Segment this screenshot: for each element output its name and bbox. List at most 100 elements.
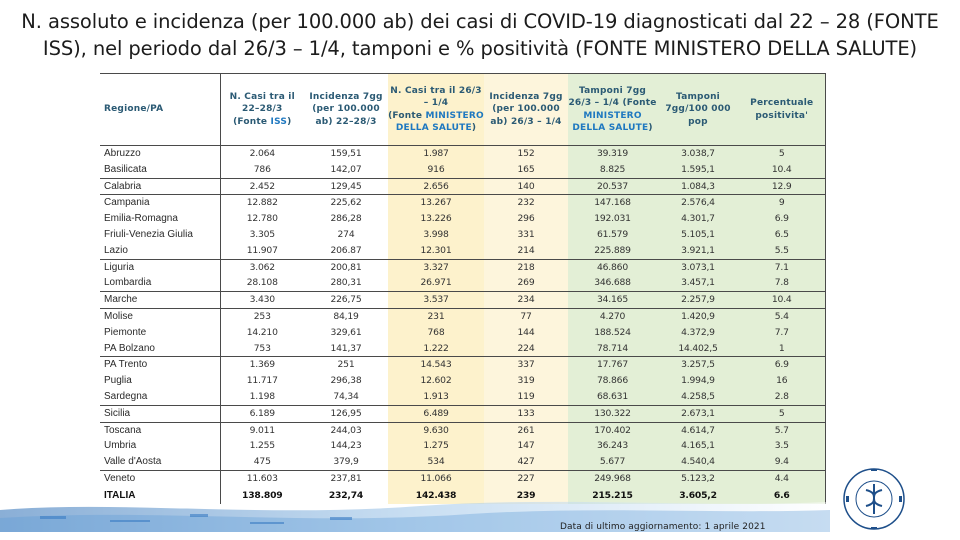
value-cell-inc-iss: 237,81: [304, 469, 388, 487]
value-cell-tamponi-pop: 2.576,4: [657, 194, 739, 212]
value-cell-n-iss: 11.717: [219, 373, 304, 389]
table-row: Umbria 1.255 144,23 1.275 147 36.243 4.165,1 3.…: [100, 438, 826, 455]
value-cell-pos: 5: [739, 145, 826, 162]
value-cell-n-iss: 753: [219, 340, 304, 357]
header-inc-iss: Incidenza 7gg (per 100.000 ab) 22–28/3: [304, 73, 388, 146]
value-cell-inc-iss: 159,51: [304, 145, 388, 162]
value-cell-inc-iss: 280,31: [304, 275, 388, 292]
value-cell-n-iss: 11.603: [219, 469, 304, 487]
value-cell-n-iss: 3.305: [219, 226, 304, 243]
value-cell-tamponi: 78.866: [568, 373, 657, 389]
value-cell-n-iss: 11.907: [219, 242, 304, 260]
value-cell-n-iss: 12.780: [219, 211, 304, 227]
value-cell-pos: 5: [739, 404, 826, 423]
value-cell-tamponi: 46.860: [568, 258, 657, 276]
value-cell-inc-min: 144: [484, 324, 568, 341]
table-row: Sicilia 6.189 126,95 6.489 133 130.322 2.673,1…: [100, 404, 826, 423]
value-cell-n-iss: 786: [219, 161, 304, 179]
value-cell-pos: 10.4: [739, 161, 826, 179]
value-cell-n-min: 6.489: [388, 404, 484, 423]
value-cell-tamponi: 5.677: [568, 454, 657, 471]
value-cell-tamponi-pop: 3.921,1: [657, 242, 739, 260]
value-cell-tamponi: 36.243: [568, 438, 657, 455]
iss-logo: [843, 468, 905, 530]
value-cell-tamponi: 39.319: [568, 145, 657, 162]
value-cell-tamponi-pop: 4.540,4: [657, 454, 739, 471]
value-cell-n-iss: 1.198: [219, 388, 304, 406]
value-cell-tamponi-pop: 3.073,1: [657, 258, 739, 276]
total-cell-tamponi-pop: 3.605,2: [657, 486, 739, 504]
value-cell-inc-iss: 141,37: [304, 340, 388, 357]
value-cell-n-iss: 253: [219, 307, 304, 325]
value-cell-n-iss: 1.255: [219, 438, 304, 455]
value-cell-pos: 5.5: [739, 242, 826, 260]
value-cell-inc-iss: 206.87: [304, 242, 388, 260]
value-cell-tamponi-pop: 1.994,9: [657, 373, 739, 389]
value-cell-inc-iss: 200,81: [304, 258, 388, 276]
value-cell-n-min: 916: [388, 161, 484, 179]
value-cell-inc-iss: 144,23: [304, 438, 388, 455]
region-cell: Liguria: [100, 258, 220, 276]
table-row: Lazio 11.907 206.87 12.301 214 225.889 3.921,1…: [100, 242, 826, 260]
value-cell-n-iss: 1.369: [219, 356, 304, 374]
total-cell-pos: 6.6: [739, 486, 826, 504]
value-cell-inc-min: 152: [484, 145, 568, 162]
value-cell-inc-min: 319: [484, 373, 568, 389]
value-cell-n-min: 768: [388, 324, 484, 341]
value-cell-n-min: 1.275: [388, 438, 484, 455]
value-cell-inc-iss: 379,9: [304, 454, 388, 471]
value-cell-tamponi: 192.031: [568, 211, 657, 227]
value-cell-pos: 6.5: [739, 226, 826, 243]
region-cell: Sicilia: [100, 404, 220, 423]
total-cell-inc-min: 239: [484, 486, 568, 504]
header-region: Regione/PA: [100, 73, 220, 146]
region-cell: Sardegna: [100, 388, 220, 406]
value-cell-inc-iss: 142,07: [304, 161, 388, 179]
table-body: Abruzzo 2.064 159,51 1.987 152 39.319 3.038,7 5…: [100, 145, 826, 504]
header-inc-iss-label: Incidenza 7gg (per 100.000 ab) 22–28/3: [309, 91, 383, 127]
value-cell-inc-min: 427: [484, 454, 568, 471]
header-n-iss-source-post: ): [287, 116, 292, 127]
value-cell-n-min: 1.222: [388, 340, 484, 357]
value-cell-inc-min: 227: [484, 469, 568, 487]
region-cell: Friuli-Venezia Giulia: [100, 226, 220, 243]
value-cell-n-min: 14.543: [388, 356, 484, 374]
value-cell-n-min: 11.066: [388, 469, 484, 487]
value-cell-pos: 10.4: [739, 291, 826, 309]
value-cell-n-min: 12.602: [388, 373, 484, 389]
table-row: Puglia 11.717 296,38 12.602 319 78.866 1.994,9…: [100, 373, 826, 389]
value-cell-pos: 2.8: [739, 388, 826, 406]
value-cell-tamponi: 17.767: [568, 356, 657, 374]
value-cell-n-min: 3.327: [388, 258, 484, 276]
total-row: ITALIA 138.809 232,74 142.438 239 215.215 3.60…: [100, 486, 826, 504]
value-cell-tamponi: 61.579: [568, 226, 657, 243]
table-row: Piemonte 14.210 329,61 768 144 188.524 4.372,9…: [100, 324, 826, 341]
value-cell-pos: 6.9: [739, 356, 826, 374]
total-cell-n-min: 142.438: [388, 486, 484, 504]
value-cell-tamponi: 4.270: [568, 307, 657, 325]
value-cell-inc-iss: 84,19: [304, 307, 388, 325]
total-region-cell: ITALIA: [100, 486, 220, 504]
value-cell-n-iss: 6.189: [219, 404, 304, 423]
header-n-min: N. Casi tra il 26/3 – 1/4 (Fonte MINISTE…: [388, 73, 484, 146]
table-row: Sardegna 1.198 74,34 1.913 119 68.631 4.258,5 2…: [100, 388, 826, 406]
table-row: Liguria 3.062 200,81 3.327 218 46.860 3.073,1 7…: [100, 258, 826, 276]
value-cell-inc-min: 140: [484, 177, 568, 195]
region-cell: Marche: [100, 291, 220, 309]
value-cell-tamponi-pop: 3.257,5: [657, 356, 739, 374]
header-tamponi-pop-label: Tamponi 7gg/100 000 pop: [665, 91, 731, 127]
value-cell-pos: 3.5: [739, 438, 826, 455]
value-cell-n-iss: 3.062: [219, 258, 304, 276]
table-row: Lombardia 28.108 280,31 26.971 269 346.688 3.4…: [100, 275, 826, 292]
header-tamponi-source: MINISTERO DELLA SALUTE: [572, 110, 649, 134]
value-cell-n-iss: 2.064: [219, 145, 304, 162]
last-update-note: Data di ultimo aggiornamento: 1 aprile 2…: [560, 522, 766, 532]
value-cell-n-min: 12.301: [388, 242, 484, 260]
value-cell-inc-min: 77: [484, 307, 568, 325]
value-cell-inc-iss: 274: [304, 226, 388, 243]
value-cell-n-iss: 12.882: [219, 194, 304, 212]
value-cell-pos: 12.9: [739, 177, 826, 195]
value-cell-tamponi-pop: 4.372,9: [657, 324, 739, 341]
value-cell-inc-iss: 226,75: [304, 291, 388, 309]
covid-cases-table: Regione/PA N. Casi tra il 22–28/3 (Fonte…: [100, 73, 826, 504]
